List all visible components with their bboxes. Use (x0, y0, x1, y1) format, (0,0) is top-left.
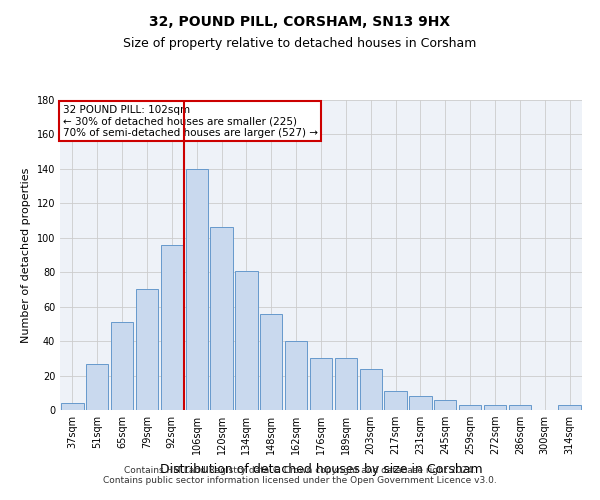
Bar (459, 405, 481, 410)
Bar (285, 341, 307, 410)
Bar (235, 270, 257, 410)
X-axis label: Distribution of detached houses by size in Corsham: Distribution of detached houses by size … (160, 462, 482, 475)
Bar (385, 391, 407, 410)
Bar (509, 405, 531, 410)
Bar (359, 368, 382, 410)
Text: 32 POUND PILL: 102sqm
← 30% of detached houses are smaller (225)
70% of semi-det: 32 POUND PILL: 102sqm ← 30% of detached … (62, 104, 317, 138)
Text: 32, POUND PILL, CORSHAM, SN13 9HX: 32, POUND PILL, CORSHAM, SN13 9HX (149, 15, 451, 29)
Bar (185, 169, 208, 410)
Y-axis label: Number of detached properties: Number of detached properties (21, 168, 31, 342)
Bar (434, 400, 457, 410)
Bar (111, 322, 133, 410)
Bar (260, 314, 283, 410)
Bar (161, 244, 183, 410)
Bar (211, 228, 233, 410)
Bar (335, 358, 357, 410)
Bar (559, 405, 581, 410)
Bar (484, 405, 506, 410)
Bar (310, 358, 332, 410)
Bar (86, 364, 109, 410)
Bar (136, 290, 158, 410)
Bar (61, 403, 83, 410)
Text: Size of property relative to detached houses in Corsham: Size of property relative to detached ho… (124, 38, 476, 51)
Text: Contains HM Land Registry data © Crown copyright and database right 2024.
Contai: Contains HM Land Registry data © Crown c… (103, 466, 497, 485)
Bar (409, 396, 431, 410)
